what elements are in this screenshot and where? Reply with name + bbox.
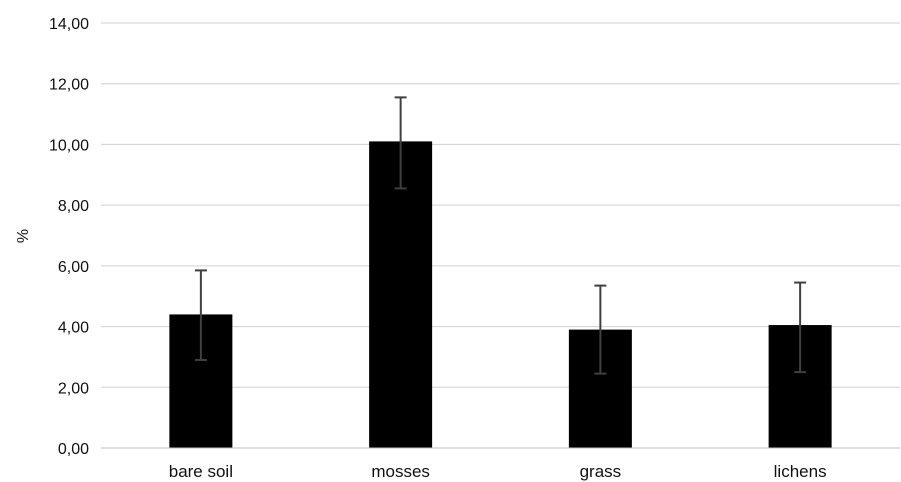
x-category-label: lichens bbox=[774, 462, 827, 481]
y-tick-label: 8,00 bbox=[58, 198, 89, 215]
bars bbox=[169, 141, 831, 448]
x-axis-category-labels: bare soil mosses grass lichens bbox=[169, 462, 827, 481]
x-category-label: mosses bbox=[371, 462, 430, 481]
y-tick-label: 12,00 bbox=[49, 77, 89, 94]
y-tick-label: 14,00 bbox=[49, 16, 89, 33]
x-category-label: grass bbox=[580, 462, 622, 481]
y-tick-label: 2,00 bbox=[58, 380, 89, 397]
x-category-label: bare soil bbox=[169, 462, 233, 481]
y-axis-tick-labels: 0,00 2,00 4,00 6,00 8,00 10,00 12,00 14,00 bbox=[49, 16, 89, 458]
y-tick-label: 4,00 bbox=[58, 320, 89, 337]
y-tick-label: 10,00 bbox=[49, 137, 89, 154]
y-tick-label: 0,00 bbox=[58, 441, 89, 458]
y-tick-label: 6,00 bbox=[58, 259, 89, 276]
error-bars bbox=[195, 97, 806, 373]
y-axis-title: % bbox=[15, 229, 32, 243]
